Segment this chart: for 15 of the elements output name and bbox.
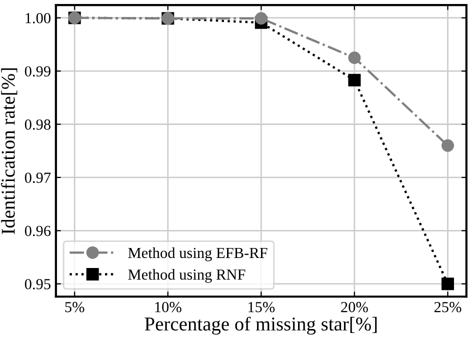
legend-label: Method using RNF <box>128 268 246 283</box>
y-tick-label: 0.99 <box>24 66 50 77</box>
y-tick-label: 1.00 <box>26 12 50 24</box>
legend-label: Method using EFB-RF <box>128 247 268 262</box>
x-tick-label: 15% <box>248 302 275 312</box>
y-tick-label: 0.98 <box>24 119 50 130</box>
x-tick-label: 5% <box>65 302 84 312</box>
y-tick-label: 0.96 <box>24 226 51 236</box>
y-axis-title: Identification rate[%] <box>0 68 18 234</box>
x-tick-label: 20% <box>341 302 368 312</box>
y-tick-label: 0.97 <box>24 172 51 183</box>
x-tick-label: 10% <box>155 302 182 312</box>
y-tick-label: 0.95 <box>24 279 50 290</box>
x-tick-label: 25% <box>434 302 462 312</box>
x-axis-title: Percentage of missing star[%] <box>144 316 377 335</box>
